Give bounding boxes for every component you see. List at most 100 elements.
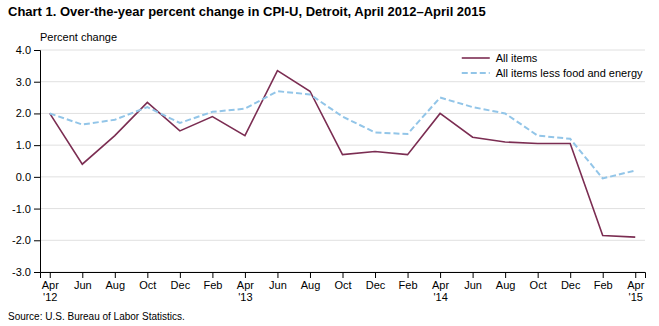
x-tick: Apr'13 (237, 272, 254, 303)
legend-label: All items (496, 52, 538, 64)
grid-line (40, 81, 645, 82)
y-tick: -2.0 (12, 234, 40, 246)
x-tick-label-line: Feb (594, 279, 613, 291)
x-axis-line (41, 273, 646, 279)
title: Chart 1. Over-the-year percent change in… (8, 4, 486, 19)
y-tick-label: 2.0 (16, 107, 31, 119)
y-tick-mark (34, 240, 40, 241)
x-tick-mark (277, 272, 278, 278)
x-tick-label-line: Jun (269, 279, 287, 291)
grid (40, 50, 645, 272)
x-tick-label: Dec (561, 279, 581, 291)
x-tick: Jun (464, 272, 482, 291)
x-tick-mark (115, 272, 116, 278)
x-tick-label-line: '15 (629, 291, 643, 303)
x-tick-label-line: Feb (399, 279, 418, 291)
x-tick: Aug (106, 272, 126, 291)
x-tick: Jun (74, 272, 92, 291)
x-tick-mark (603, 272, 604, 278)
x-tick-mark (343, 272, 344, 278)
y-tick-mark (34, 145, 40, 146)
y-tick-mark (34, 177, 40, 178)
x-tick-label: Aug (496, 279, 516, 291)
x-tick-label: Feb (594, 279, 613, 291)
series-line (50, 91, 635, 178)
y-tick: 2.0 (16, 107, 40, 119)
chart: Chart 1. Over-the-year percent change in… (0, 0, 659, 326)
x-tick-label-line: Apr (432, 279, 449, 291)
x-tick-mark (82, 272, 83, 278)
x-tick-label: Oct (139, 279, 156, 291)
x-tick-label: Jun (269, 279, 287, 291)
x-tick-label-line: Aug (301, 279, 321, 291)
y-tick-label: -1.0 (12, 203, 31, 215)
grid-line (40, 176, 645, 177)
source: Source: U.S. Bureau of Labor Statistics. (8, 311, 185, 322)
plot: -3.0-2.0-1.00.01.02.03.04.0Apr'12JunAugO… (12, 44, 645, 303)
grid-line (40, 208, 645, 209)
x-tick-label: Dec (366, 279, 386, 291)
legend-label: All items less food and energy (496, 67, 643, 79)
y-tick-mark (34, 82, 40, 83)
x-tick: Feb (594, 272, 613, 291)
x-tick-mark (505, 272, 506, 278)
x-tick: Apr'14 (432, 272, 449, 303)
x-tick-label: Apr'14 (432, 279, 449, 304)
grid-line (40, 145, 645, 146)
x-tick: Dec (561, 272, 581, 291)
x-tick-mark (375, 272, 376, 278)
y-tick-label: -2.0 (12, 234, 31, 246)
x-tick-mark (570, 272, 571, 278)
x-tick-label: Oct (530, 279, 547, 291)
y-tick: 0.0 (16, 171, 40, 183)
x-tick-mark (147, 272, 148, 278)
legend-swatch (462, 57, 490, 59)
x-tick-mark (408, 272, 409, 278)
x-tick: Oct (334, 272, 351, 291)
x-tick-label: Jun (464, 279, 482, 291)
x-tick-label: Apr'12 (42, 279, 59, 304)
x-tick-label: Dec (171, 279, 191, 291)
grid-line (40, 50, 645, 51)
x-tick: Jun (269, 272, 287, 291)
x-tick-label: Aug (301, 279, 321, 291)
x-tick: Feb (203, 272, 222, 291)
x-tick-mark (538, 272, 539, 278)
x-tick-label-line: Jun (74, 279, 92, 291)
x-tick: Dec (366, 272, 386, 291)
x-tick-label-line: Apr (42, 279, 59, 291)
x-tick-label-line: Feb (203, 279, 222, 291)
legend-item: All items (462, 52, 538, 64)
y-tick: 1.0 (16, 139, 40, 151)
x-tick-mark (245, 272, 246, 278)
x-tick: Dec (171, 272, 191, 291)
x-tick-mark (212, 272, 213, 278)
x-tick: Oct (139, 272, 156, 291)
x-tick-label-line: Jun (464, 279, 482, 291)
y-tick: 4.0 (16, 44, 40, 56)
y-tick-label: -3.0 (12, 266, 31, 278)
x-tick-mark (440, 272, 441, 278)
y-tick-mark (34, 209, 40, 210)
y-tick: 3.0 (16, 76, 40, 88)
x-tick-label-line: Aug (496, 279, 516, 291)
series-line (50, 71, 635, 238)
y-axis-line (34, 51, 41, 273)
x-tick-label-line: '12 (43, 291, 57, 303)
x-tick-label-line: Dec (561, 279, 581, 291)
x-tick-label-line: Dec (366, 279, 386, 291)
x-tick-label-line: Aug (106, 279, 126, 291)
y-tick-mark (34, 272, 40, 273)
x-tick-mark (473, 272, 474, 278)
x-tick: Oct (530, 272, 547, 291)
x-tick-label-line: Dec (171, 279, 191, 291)
y-tick: -3.0 (12, 266, 40, 278)
x-tick: Apr'12 (42, 272, 59, 303)
x-tick: Aug (301, 272, 321, 291)
x-tick-label: Apr'13 (237, 279, 254, 304)
y-tick: -1.0 (12, 203, 40, 215)
y-tick-label: 4.0 (16, 44, 31, 56)
x-tick: Feb (399, 272, 418, 291)
legend-item: All items less food and energy (462, 67, 643, 79)
x-tick-label: Apr'15 (627, 279, 644, 304)
